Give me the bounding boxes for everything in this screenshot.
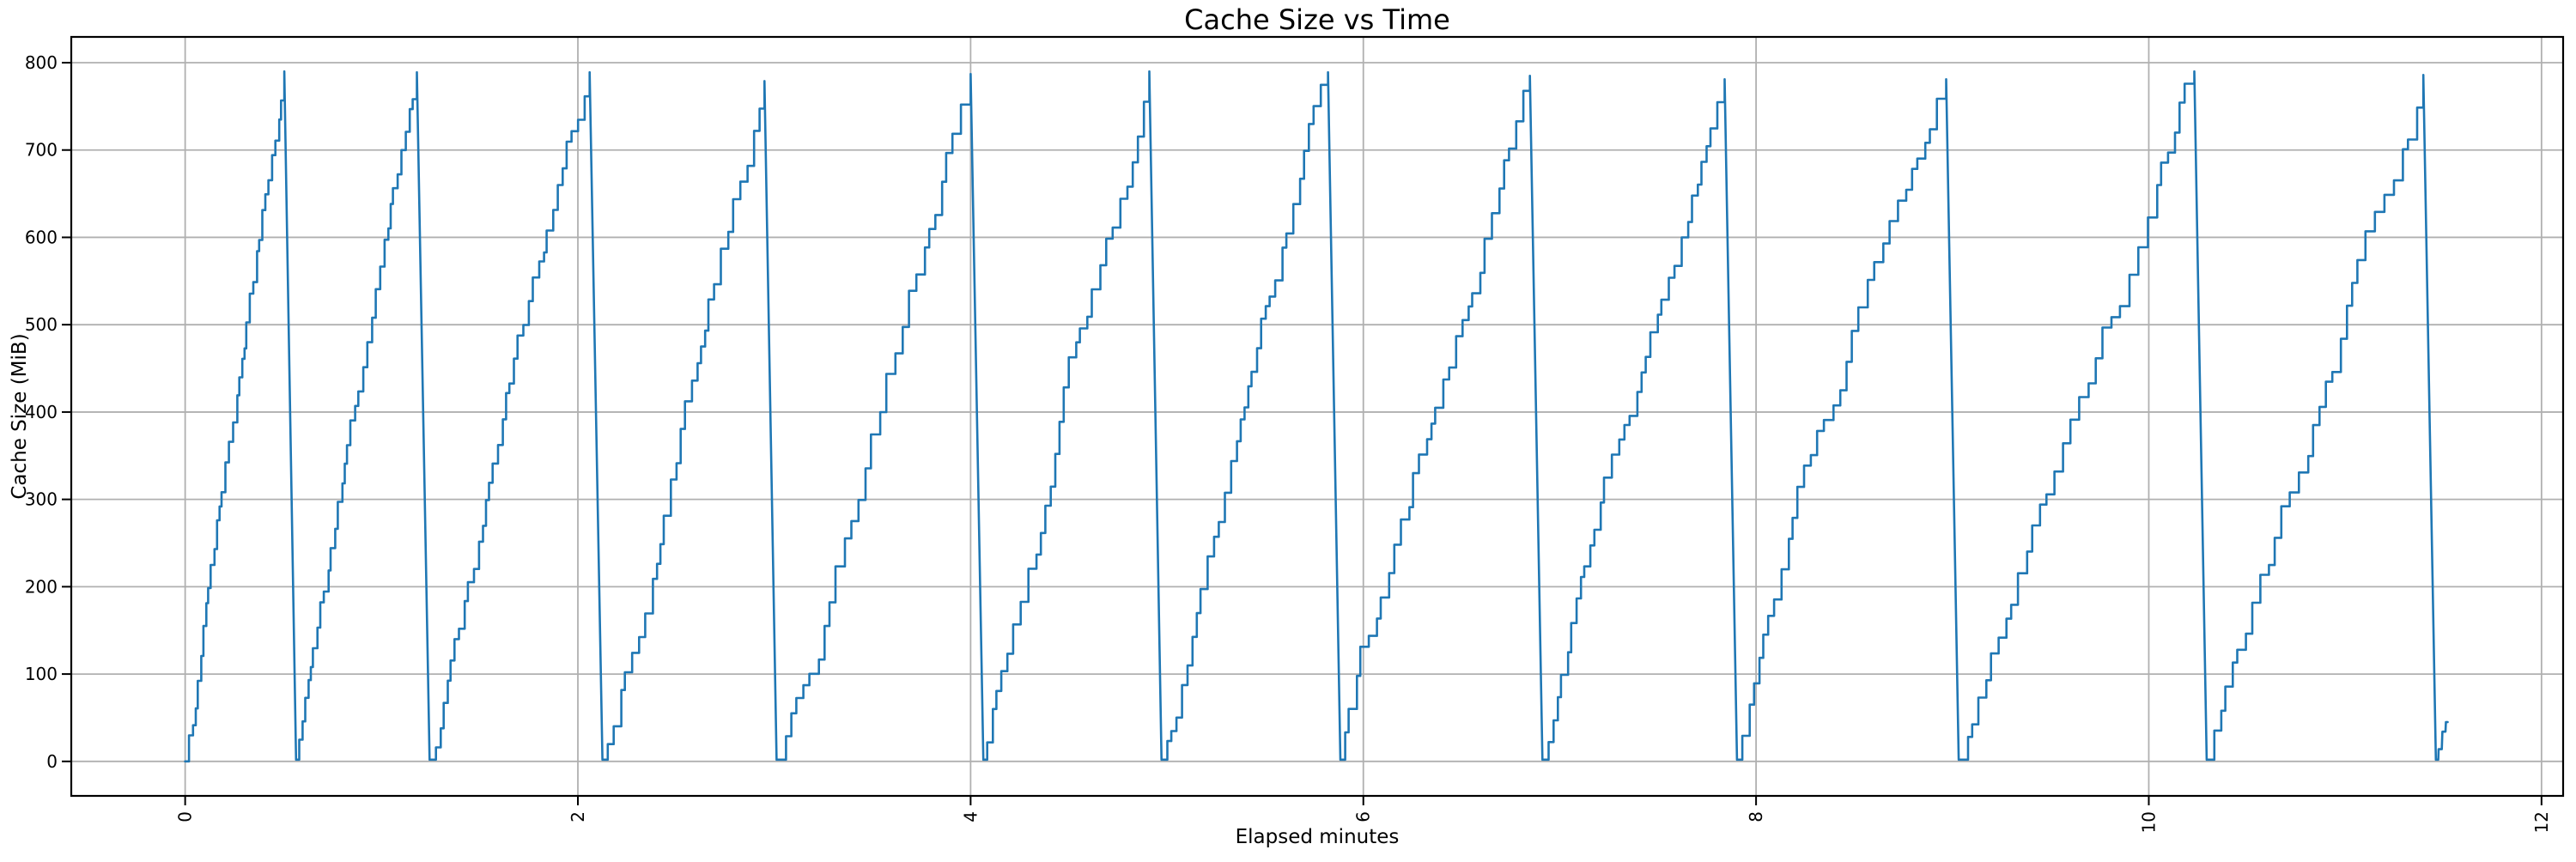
y-tick-label: 700 (25, 140, 58, 161)
x-tick-label: 4 (960, 811, 981, 823)
x-tick-label: 8 (1746, 811, 1766, 823)
y-tick-label: 600 (25, 227, 58, 247)
chart-title: Cache Size vs Time (1184, 3, 1450, 36)
y-tick-label: 200 (25, 576, 58, 597)
y-tick-label: 500 (25, 314, 58, 335)
y-axis-label: Cache Size (MiB) (9, 333, 31, 499)
y-tick-label: 300 (25, 489, 58, 510)
plot-border (70, 35, 2565, 798)
y-tick-label: 400 (25, 402, 58, 422)
cache-size-line (184, 70, 2449, 763)
y-tick-label: 100 (25, 664, 58, 684)
x-tick-label: 12 (2531, 811, 2552, 833)
x-tick-label: 6 (1353, 811, 1374, 823)
gridlines (71, 37, 2563, 796)
x-tick-label: 2 (568, 811, 588, 823)
y-tick-label: 0 (46, 751, 58, 772)
axis-tick-labels: 0 2 4 6 8 10 12 0 100 200 300 400 500 600 700 800 (25, 52, 2552, 833)
x-tick-label: 10 (2138, 811, 2159, 833)
y-tick-label: 800 (25, 52, 58, 73)
axis-tick-marks (62, 62, 2543, 805)
x-tick-label: 0 (175, 811, 196, 823)
x-axis-label: Elapsed minutes (1236, 826, 1400, 848)
